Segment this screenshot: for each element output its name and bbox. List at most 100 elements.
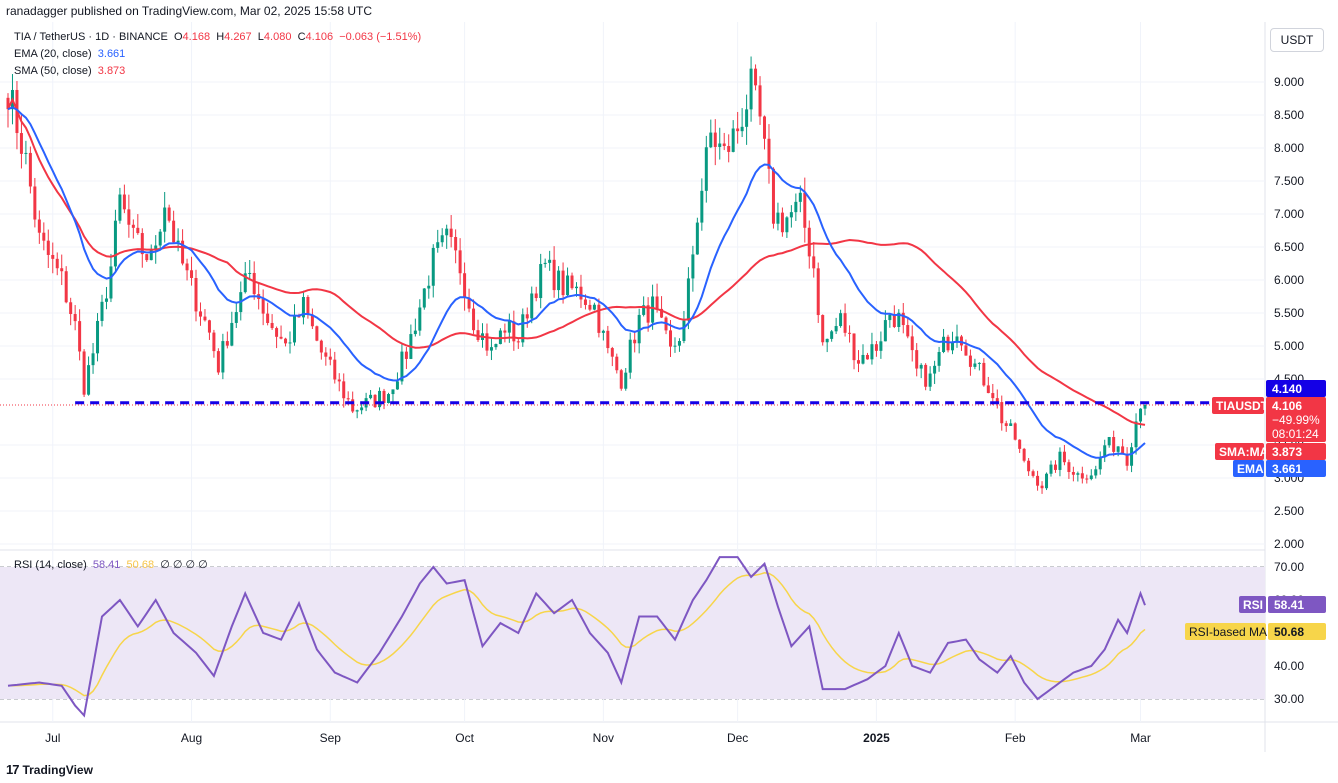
candle-body (991, 393, 995, 399)
candle-body (669, 330, 673, 347)
candle-body (968, 355, 972, 367)
candle-body (378, 390, 382, 408)
candle-body (328, 356, 332, 360)
candle-body (906, 325, 910, 337)
sma-tag-text: SMA:MA (1219, 445, 1269, 459)
main-legend[interactable]: TIA / TetherUS · 1D · BINANCE O4.168 H4.… (14, 31, 421, 43)
low-label: L (257, 31, 264, 43)
time-axis[interactable]: Jul Aug Sep Oct Nov Dec 2025 Feb Mar (45, 731, 1151, 745)
candle-body (78, 321, 82, 352)
candle-body (489, 347, 493, 351)
candle-body (494, 344, 498, 348)
published-line: ranadagger published on TradingView.com,… (6, 4, 373, 18)
candle-body (122, 194, 126, 210)
rsi-ma-legend-value: 50.68 (126, 559, 155, 571)
candle-body (113, 220, 117, 267)
candle-body (601, 330, 605, 333)
level-price-box (1266, 380, 1326, 397)
candle-body (951, 341, 955, 351)
candle-body (848, 332, 852, 334)
candle-body (865, 354, 869, 360)
candle-body (190, 270, 194, 278)
candle-body (60, 268, 64, 272)
candle-body (718, 143, 722, 147)
currency-button[interactable]: USDT (1270, 28, 1324, 52)
candle-body (843, 313, 847, 333)
candle-body (727, 146, 731, 152)
candle-body (1098, 457, 1102, 470)
rsi-ma-tag-text: RSI-based MA (1189, 625, 1267, 639)
rsi-overbought-oversold-band (0, 567, 1265, 699)
candle-body (51, 254, 55, 259)
candle-body (194, 277, 198, 312)
candle-body (624, 372, 628, 389)
candle-body (355, 410, 359, 412)
candle-body (73, 314, 77, 322)
candle-body (400, 351, 404, 382)
candle-body (919, 364, 923, 369)
close-label: C (297, 31, 306, 43)
candle-body (181, 240, 185, 264)
candle-body (413, 330, 417, 335)
candle-body (754, 68, 758, 86)
price-tick-label: 8.000 (1274, 141, 1304, 155)
candle-body (127, 209, 131, 225)
sma-legend-value: 3.873 (97, 65, 126, 77)
candle-body (709, 132, 713, 148)
candle-body (507, 321, 511, 333)
candlestick-series (6, 56, 1147, 494)
candle-body (704, 147, 708, 191)
sma-tag-box (1215, 443, 1264, 460)
candle-body (803, 192, 807, 228)
price-tick-label: 6.500 (1274, 240, 1304, 254)
candle-body (646, 305, 650, 323)
candle-body (1036, 475, 1040, 486)
candle-body (1112, 437, 1116, 452)
candle-body (722, 143, 726, 147)
candle-body (955, 336, 959, 342)
rsi-legend[interactable]: RSI (14, close) 58.41 50.68 ∅ ∅ ∅ ∅ (14, 558, 208, 571)
candle-body (816, 268, 820, 316)
candle-body (252, 272, 256, 295)
candle-body (964, 345, 968, 356)
candle-body (1071, 471, 1075, 475)
sma-legend[interactable]: SMA (50, close) 3.873 (14, 65, 125, 77)
candle-body (543, 262, 547, 265)
candle-body (610, 348, 614, 357)
high-label: H (216, 31, 225, 43)
rsi-ma-value-text: 50.68 (1274, 625, 1304, 639)
rsi-tick-label: 70.00 (1274, 560, 1304, 574)
close-value: 4.106 (305, 31, 334, 43)
rsi-ma-tag-box (1185, 623, 1266, 640)
rsi-value-text: 58.41 (1274, 598, 1304, 612)
candle-body (700, 190, 704, 223)
candle-body (592, 304, 596, 310)
candle-body (104, 298, 108, 302)
tradingview-logo[interactable]: 17 TradingView (6, 762, 93, 777)
candle-body (874, 344, 878, 351)
candle-body (888, 314, 892, 321)
candle-body (454, 237, 458, 251)
candle-body (776, 212, 780, 224)
candle-body (637, 314, 641, 344)
candle-body (69, 302, 73, 315)
candle-body (292, 316, 296, 343)
candle-body (812, 256, 816, 269)
candle-body (588, 304, 592, 310)
candle-body (167, 207, 171, 221)
candle-body (924, 364, 928, 387)
candle-body (96, 320, 100, 354)
candle-body (1139, 408, 1143, 422)
time-tick-label: Feb (1005, 731, 1026, 745)
candle-body (892, 314, 896, 327)
candle-body (163, 207, 167, 232)
open-label: O (173, 31, 183, 43)
ema-legend[interactable]: EMA (20, close) 3.661 (14, 48, 125, 60)
candle-body (1062, 451, 1066, 463)
candle-body (521, 314, 525, 343)
candle-body (449, 228, 453, 238)
rsi-legend-value: 58.41 (92, 559, 121, 571)
candle-body (745, 109, 749, 127)
candle-body (771, 168, 775, 224)
